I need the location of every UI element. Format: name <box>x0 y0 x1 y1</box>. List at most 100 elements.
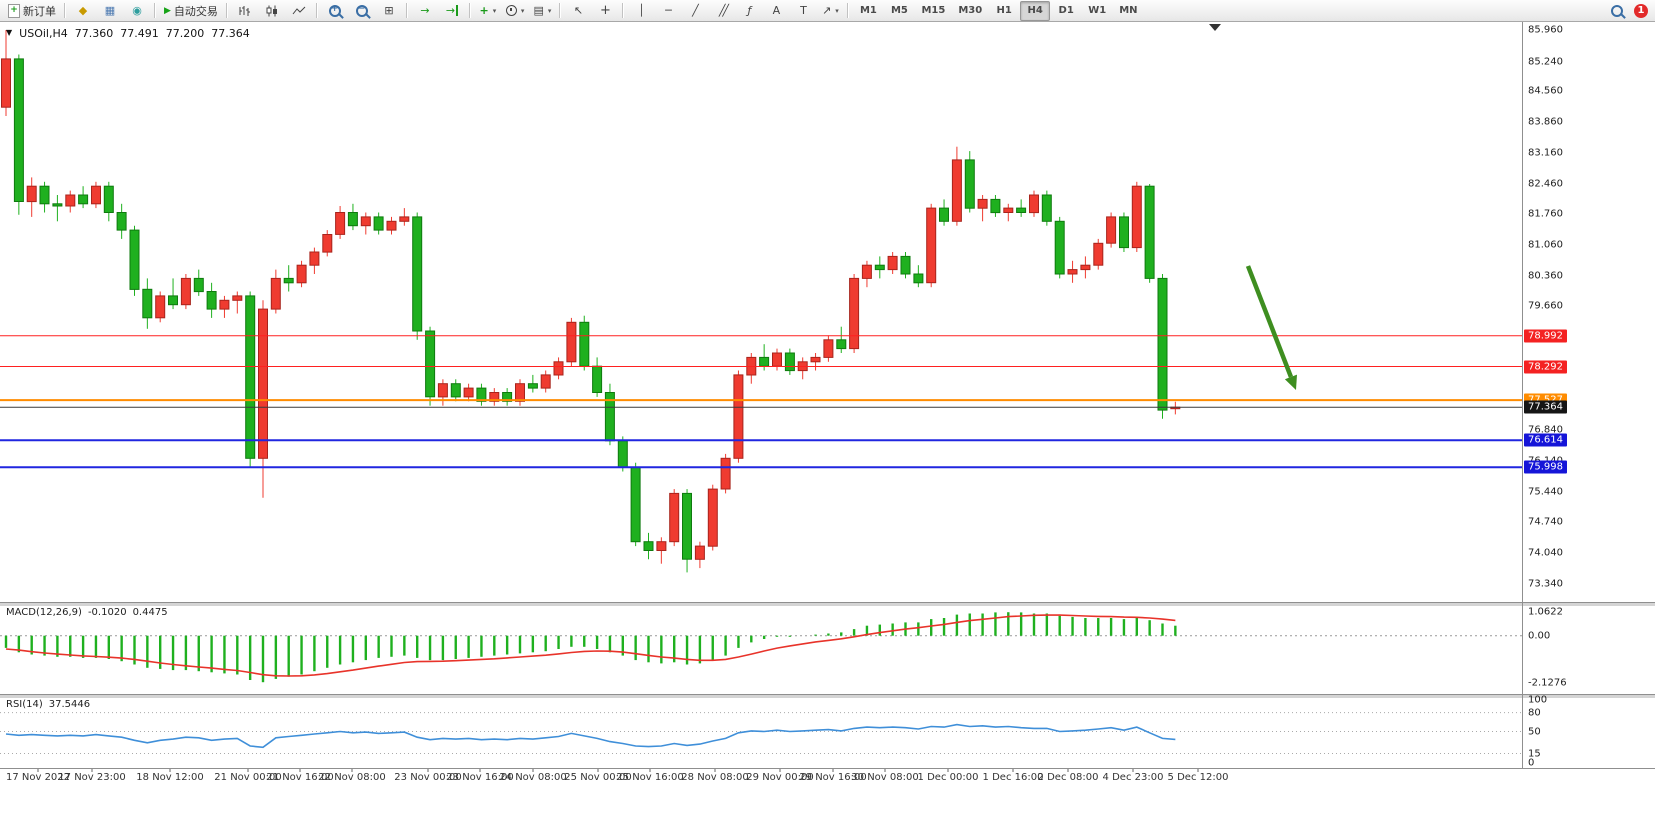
timeframe-m1-button[interactable]: M1 <box>859 5 877 16</box>
collapse-triangle-icon[interactable]: ▼ <box>6 28 13 37</box>
price-tick: 75.440 <box>1528 486 1563 498</box>
indicators-button[interactable]: + ▾ <box>475 1 501 21</box>
search-icon <box>1611 4 1623 17</box>
auto-scroll-button[interactable]: → <box>412 1 438 21</box>
new-order-icon: + <box>8 3 20 18</box>
time-axis-border <box>0 768 1655 769</box>
trendline-icon: ╱ <box>692 4 699 17</box>
macd-label: MACD(12,26,9) <box>6 607 82 618</box>
chart-ohlc-header: ▼ USOil,H4 77.360 77.491 77.200 77.364 <box>6 27 250 40</box>
autotrading-play-icon: ▶ <box>164 5 171 16</box>
macd-value-main: -0.1020 <box>87 607 127 618</box>
rsi-value: 37.5446 <box>48 699 91 710</box>
time-label: 4 Dec 23:00 <box>1102 772 1164 783</box>
timeframe-m30-button[interactable]: M30 <box>958 5 983 16</box>
channel-button[interactable]: ╱╱ <box>709 1 735 21</box>
chevron-down-icon: ▾ <box>835 6 839 15</box>
price-tick: 83.860 <box>1528 116 1563 128</box>
timeframe-h1-button[interactable]: H1 <box>996 5 1012 16</box>
zoom-in-button[interactable] <box>322 1 348 21</box>
rsi-scale-label: 50 <box>1528 726 1541 737</box>
time-label: 17 Nov 2022 <box>5 772 71 783</box>
timeframe-m15-button[interactable]: M15 <box>921 5 946 16</box>
timeframe-mn-button[interactable]: MN <box>1119 5 1138 16</box>
timeframe-m5-button[interactable]: M5 <box>890 5 908 16</box>
data-window-button[interactable]: ▦ <box>97 1 123 21</box>
bar-chart-button[interactable] <box>232 1 258 21</box>
price-badge: 75.998 <box>1524 460 1567 474</box>
channel-icon: ╱╱ <box>718 4 729 17</box>
horizontal-line-button[interactable]: ─ <box>655 1 681 21</box>
panel-divider[interactable] <box>0 602 1655 606</box>
price-tick: 79.660 <box>1528 300 1563 312</box>
chevron-down-icon: ▾ <box>520 6 525 15</box>
toolbar-separator <box>64 3 66 18</box>
timeframe-h4-button[interactable]: H4 <box>1020 0 1051 21</box>
new-order-label: 新订单 <box>23 4 56 18</box>
macd-scale-label: -2.1276 <box>1528 677 1567 689</box>
periods-button[interactable]: ▾ <box>502 1 529 21</box>
macd-scale-label: 0.00 <box>1528 630 1551 642</box>
autotrading-button[interactable]: ▶ 自动交易 <box>160 1 222 21</box>
time-label: 17 Nov 23:00 <box>58 772 126 783</box>
timeframe-group: M1 M5 M15 M30 H1 H4 D1 W1 MN <box>853 0 1143 21</box>
clock-icon <box>505 5 517 16</box>
price-tick: 76.840 <box>1528 424 1563 436</box>
zoom-out-button[interactable] <box>349 1 375 21</box>
autotrading-label: 自动交易 <box>173 4 218 18</box>
cursor-button[interactable]: ↖ <box>565 1 591 21</box>
price-tick: 81.060 <box>1528 239 1563 251</box>
text-button[interactable]: A <box>763 1 789 21</box>
time-label: 21 Nov 00:00 <box>214 772 282 783</box>
time-label: 25 Nov 16:00 <box>616 772 684 783</box>
toolbar-separator <box>315 3 318 18</box>
tile-windows-icon: ⊞ <box>384 4 394 17</box>
text-label-button[interactable]: T <box>790 1 816 21</box>
toolbar-separator <box>225 3 228 18</box>
line-chart-button[interactable] <box>286 1 312 21</box>
main-toolbar: + 新订单 ◆ ▦ ◉ ▶ 自动交易 ⊞ → → +▾ ▾ ▤▾ ↖ + │ ─… <box>0 0 1655 22</box>
zoom-in-icon <box>328 4 341 17</box>
horizontal-line-icon: ─ <box>665 4 672 17</box>
crosshair-button[interactable]: + <box>592 1 618 21</box>
price-badge: 78.992 <box>1524 329 1567 343</box>
chart-shift-button[interactable]: → <box>439 1 465 21</box>
indicators-plus-icon: + <box>479 4 489 17</box>
rsi-scale-label: 15 <box>1528 748 1541 760</box>
time-label: 2 Dec 08:00 <box>1037 772 1099 783</box>
candlestick-icon <box>266 5 277 16</box>
templates-button[interactable]: ▤ ▾ <box>529 1 555 21</box>
macd-scale-label: 1.0622 <box>1528 606 1563 618</box>
price-badge: 76.614 <box>1524 433 1567 447</box>
rsi-scale-label: 80 <box>1528 707 1541 719</box>
price-tick: 85.240 <box>1528 56 1563 68</box>
macd-value-signal: 0.4475 <box>132 607 168 618</box>
trendline-button[interactable]: ╱ <box>682 1 708 21</box>
timeframe-w1-button[interactable]: W1 <box>1088 5 1107 16</box>
notification-badge[interactable]: 1 <box>1634 3 1648 18</box>
toolbar-separator <box>154 3 156 18</box>
data-window-icon: ▦ <box>104 4 116 17</box>
panel-divider[interactable] <box>0 694 1655 698</box>
search-button[interactable] <box>1604 1 1630 21</box>
market-watch-button[interactable]: ◆ <box>70 1 96 21</box>
timeframe-d1-button[interactable]: D1 <box>1058 5 1074 16</box>
ohlc-high: 77.491 <box>120 27 159 40</box>
text-icon: A <box>772 4 781 17</box>
tile-windows-button[interactable]: ⊞ <box>376 1 402 21</box>
toolbar-separator <box>559 3 562 18</box>
symbol-label: USOil,H4 <box>19 27 68 40</box>
vertical-line-button[interactable]: │ <box>628 1 654 21</box>
new-order-button[interactable]: + 新订单 <box>4 1 60 21</box>
price-tick: 73.340 <box>1528 578 1563 590</box>
time-label: 28 Nov 08:00 <box>681 772 749 783</box>
candlestick-chart-button[interactable] <box>259 1 285 21</box>
arrows-button[interactable]: ↗ ▾ <box>817 1 843 21</box>
price-badge: 77.364 <box>1524 400 1567 414</box>
rsi-scale-label: 0 <box>1528 757 1535 769</box>
navigator-button[interactable]: ◉ <box>124 1 150 21</box>
fibonacci-button[interactable]: ƒ <box>736 1 762 21</box>
time-label: 23 Nov 16:00 <box>446 772 514 783</box>
ohlc-open: 77.360 <box>74 27 114 40</box>
